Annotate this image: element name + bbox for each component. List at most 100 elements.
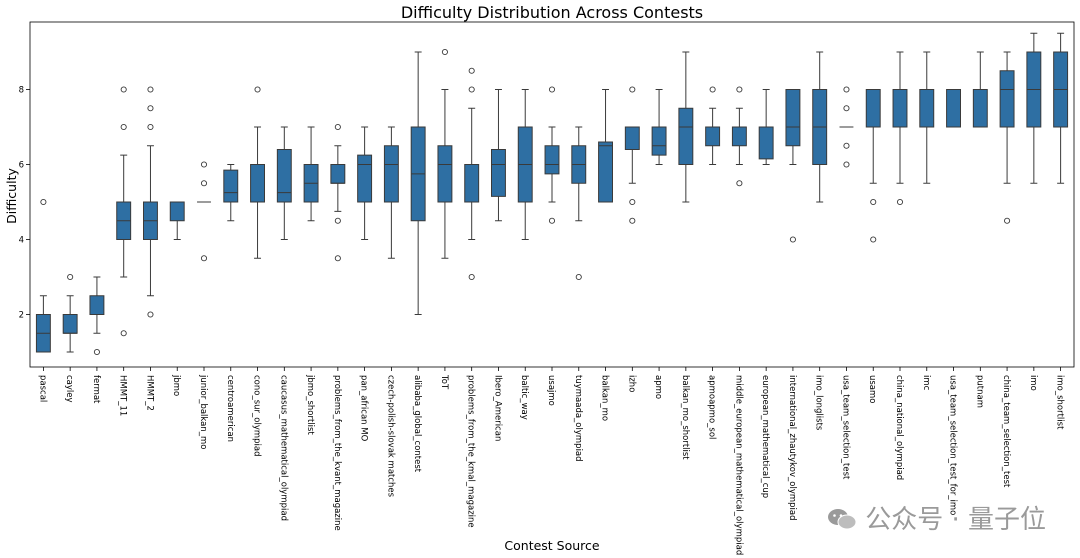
outlier-point — [870, 198, 877, 206]
iqr-box — [491, 149, 506, 197]
box-27 — [731, 86, 747, 187]
x-tick-label: tuymaada_olympiad — [573, 375, 583, 462]
x-tick-label: junior_balkan_mo — [198, 374, 208, 450]
outlier-point — [843, 105, 850, 112]
box-31 — [839, 86, 854, 168]
x-tick-label: izho — [626, 375, 636, 392]
outlier-point — [147, 86, 154, 93]
box-9 — [250, 86, 265, 259]
box-23 — [624, 86, 640, 224]
box-18 — [491, 89, 506, 222]
outlier-point — [120, 330, 127, 337]
outlier-point — [629, 217, 636, 224]
iqr-box — [919, 89, 935, 128]
outlier-point — [548, 217, 556, 224]
box-39 — [1053, 32, 1069, 184]
outlier-point — [441, 48, 448, 56]
box-7 — [197, 161, 211, 262]
iqr-box — [972, 89, 988, 128]
box-28 — [758, 89, 774, 165]
x-tick-label: baltic_way — [519, 375, 529, 420]
outlier-point — [575, 273, 582, 281]
x-tick-label: HMMT_2 — [144, 375, 154, 411]
outlier-point — [67, 273, 74, 281]
outlier-point — [1004, 217, 1011, 224]
iqr-box — [250, 164, 265, 203]
outlier-point — [200, 180, 208, 187]
x-tick-label: centroamerican — [225, 375, 235, 442]
box-36 — [972, 51, 988, 128]
box-12 — [330, 123, 346, 262]
box-38 — [1026, 32, 1042, 184]
box-33 — [892, 51, 908, 206]
outlier-point — [40, 198, 47, 206]
x-tick-label: apmo — [653, 375, 663, 399]
x-tick-label: usa_team_selection_test — [840, 375, 850, 480]
outlier-point — [736, 86, 743, 93]
iqr-box — [276, 149, 292, 203]
box-26 — [705, 86, 721, 165]
x-tick-label: apmoapmo_sol — [707, 375, 717, 439]
outlier-point — [736, 180, 743, 187]
outlier-point — [548, 86, 556, 93]
iqr-box — [865, 89, 881, 128]
iqr-box — [946, 89, 961, 128]
outlier-point — [843, 142, 850, 149]
iqr-box — [357, 154, 373, 203]
x-tick-label: usa_team_selection_test_for_imo — [948, 375, 958, 515]
x-tick-label: ToT — [439, 374, 449, 390]
box-20 — [544, 86, 560, 224]
outlier-point — [334, 123, 341, 131]
y-axis-label: Difficulty — [4, 168, 19, 224]
iqr-box — [62, 314, 78, 334]
x-tick-label: caucasus_mathematical_olympiad — [278, 375, 288, 521]
y-tick-label: 8 — [19, 86, 24, 96]
box-1 — [35, 198, 51, 353]
x-tick-label: imo — [1028, 375, 1038, 391]
box-15 — [410, 51, 426, 315]
x-tick-label: Ibero_American — [492, 375, 502, 441]
x-tick-label: international_zhautykov_olympiad — [787, 375, 797, 521]
box-3 — [89, 276, 105, 356]
x-tick-label: imo_longlists — [814, 375, 824, 431]
x-tick-label: putnam — [974, 375, 984, 408]
box-17 — [464, 67, 480, 281]
iqr-box — [758, 126, 774, 160]
outlier-point — [629, 198, 636, 206]
iqr-box — [383, 145, 399, 203]
y-tick-label: 6 — [19, 161, 24, 171]
x-tick-label: czech-polish-slovak matches — [385, 375, 395, 498]
outlier-point — [147, 123, 154, 131]
box-6 — [169, 201, 185, 240]
box-21 — [571, 126, 587, 281]
outlier-point — [200, 255, 208, 262]
box-11 — [303, 126, 319, 222]
y-tick-label: 2 — [19, 311, 24, 321]
iqr-box — [464, 164, 480, 203]
box-22 — [598, 89, 613, 203]
outlier-point — [468, 86, 475, 93]
outlier-point — [334, 255, 341, 262]
iqr-box — [731, 126, 747, 147]
box-32 — [865, 89, 881, 243]
x-tick-label: cayley — [64, 375, 74, 403]
x-tick-label: balkan_mo — [600, 375, 610, 421]
iqr-box — [169, 201, 185, 222]
chart-title: Difficulty Distribution Across Contests — [401, 3, 703, 22]
box-16 — [437, 48, 453, 259]
outlier-point — [629, 86, 636, 93]
x-tick-label: problems_from_the_kvant_magazine — [332, 375, 342, 531]
y-tick-label: 4 — [19, 236, 24, 246]
box-25 — [678, 51, 694, 203]
box-8 — [223, 164, 239, 222]
box-5 — [143, 86, 158, 318]
watermark-text: 公众号 · 量子位 — [865, 505, 1046, 535]
outlier-point — [843, 161, 850, 168]
outlier-point — [93, 348, 100, 356]
iqr-box — [892, 89, 908, 128]
x-tick-label: imo_shortlist — [1055, 375, 1065, 430]
outlier-point — [147, 311, 154, 318]
outlier-point — [896, 198, 904, 206]
box-4 — [116, 86, 132, 337]
wechat-icon — [827, 507, 857, 529]
